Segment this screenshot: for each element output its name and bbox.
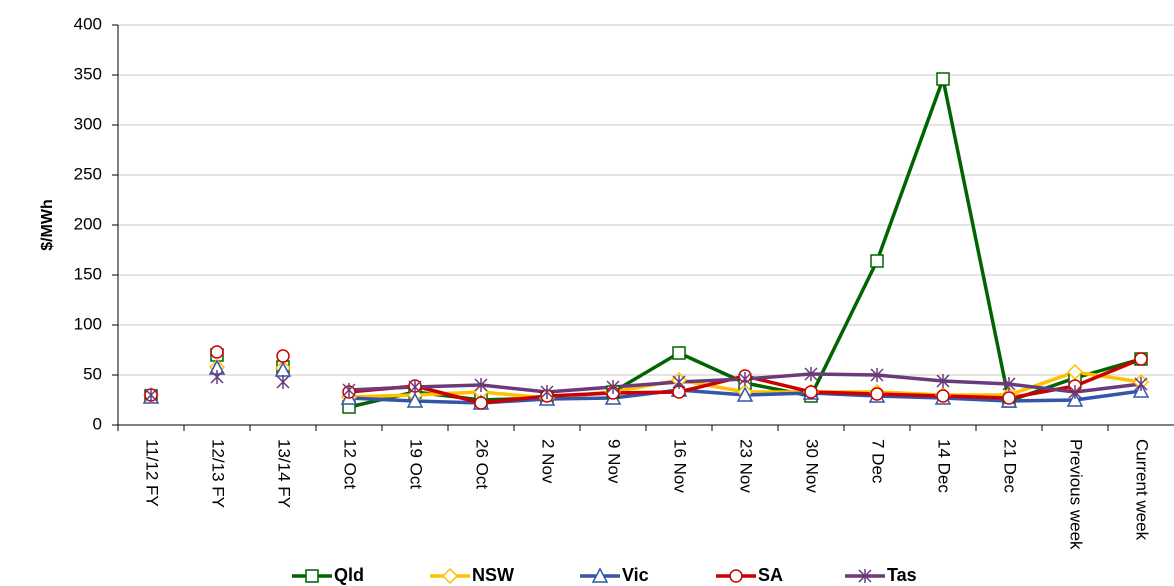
marker — [936, 374, 950, 388]
marker — [474, 378, 488, 392]
y-axis-label: $/MWh — [39, 199, 56, 251]
marker — [305, 569, 319, 583]
legend-label: Vic — [622, 565, 649, 585]
x-tick-label: 13/14 FY — [275, 439, 294, 508]
y-tick-label: 300 — [74, 114, 102, 133]
x-tick-label: Current week — [1133, 439, 1152, 541]
x-tick-label: 23 Nov — [737, 439, 756, 493]
x-tick-label: 11/12 FY — [143, 439, 162, 507]
marker — [1066, 391, 1084, 407]
marker — [738, 372, 752, 386]
x-tick-label: 7 Dec — [869, 439, 888, 484]
marker — [1068, 385, 1082, 399]
marker — [729, 569, 743, 583]
x-tick-label: 9 Nov — [605, 439, 624, 484]
y-tick-label: 50 — [83, 364, 102, 383]
marker — [591, 567, 609, 583]
x-tick-label: 14 Dec — [935, 439, 954, 493]
y-tick-label: 150 — [74, 264, 102, 283]
marker — [408, 380, 422, 394]
marker — [474, 396, 488, 410]
marker — [210, 345, 224, 359]
x-tick-label: 26 Oct — [473, 439, 492, 489]
marker — [1002, 377, 1016, 391]
x-tick-label: Previous week — [1067, 439, 1086, 550]
marker — [936, 72, 950, 86]
marker — [672, 375, 686, 389]
marker — [1066, 363, 1084, 381]
marker — [870, 368, 884, 382]
y-tick-label: 250 — [74, 164, 102, 183]
y-tick-label: 0 — [93, 414, 102, 433]
marker — [606, 380, 620, 394]
y-tick-label: 100 — [74, 314, 102, 333]
marker — [276, 375, 290, 389]
marker — [144, 388, 158, 402]
legend-label: SA — [758, 565, 783, 585]
marker — [1002, 391, 1016, 405]
marker — [804, 385, 818, 399]
marker — [858, 569, 872, 583]
marker — [736, 386, 754, 402]
marker — [210, 370, 224, 384]
series-line — [348, 77, 1142, 409]
marker — [804, 367, 818, 381]
marker — [342, 383, 356, 397]
legend-label: NSW — [472, 565, 514, 585]
legend-label: Tas — [887, 565, 917, 585]
marker — [936, 389, 950, 403]
marker — [276, 349, 290, 363]
x-tick-label: 30 Nov — [803, 439, 822, 493]
marker — [441, 567, 459, 585]
y-tick-label: 400 — [74, 14, 102, 33]
x-tick-label: 12 Oct — [341, 439, 360, 489]
x-tick-label: 19 Oct — [407, 439, 426, 489]
marker — [870, 254, 884, 268]
y-tick-label: 350 — [74, 64, 102, 83]
marker — [1134, 352, 1148, 366]
marker — [672, 346, 686, 360]
x-tick-label: 21 Dec — [1001, 439, 1020, 493]
marker — [406, 392, 424, 408]
marker — [540, 385, 554, 399]
x-tick-label: 16 Nov — [671, 439, 690, 493]
legend-label: Qld — [334, 565, 364, 585]
marker — [870, 387, 884, 401]
x-tick-label: 12/13 FY — [209, 439, 228, 508]
x-tick-label: 2 Nov — [539, 439, 558, 484]
y-tick-label: 200 — [74, 214, 102, 233]
marker — [1134, 377, 1148, 391]
